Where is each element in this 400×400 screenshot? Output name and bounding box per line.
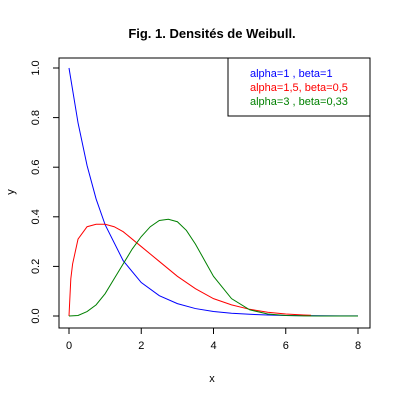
y-tick-label: 0.2 (30, 259, 42, 274)
legend-entry-1: alpha=1 , beta=1 (250, 68, 333, 80)
y-tick-label: 0.8 (30, 110, 42, 125)
chart-title: Fig. 1. Densités de Weibull. (128, 26, 295, 41)
y-tick-label: 0.6 (30, 160, 42, 175)
y-tick-label: 1.0 (30, 60, 42, 75)
x-tick-label: 4 (210, 340, 216, 352)
x-tick-label: 8 (355, 340, 361, 352)
x-tick-label: 0 (66, 340, 72, 352)
x-tick-label: 6 (283, 340, 289, 352)
legend: alpha=1 , beta=1 alpha=1,5, beta=0,5 alpha… (227, 57, 371, 117)
x-axis-label: x (209, 373, 215, 385)
y-tick-label: 0.4 (30, 209, 42, 224)
y-axis-label: y (5, 189, 17, 195)
legend-entry-3: alpha=3 , beta=0,33 (250, 96, 348, 108)
plot-layer: 0 2 4 6 8 0.0 0.2 0.4 0.6 0.8 1.0 (30, 57, 371, 352)
legend-box (227, 57, 371, 117)
series-line-2 (68, 223, 312, 317)
y-tick-label: 0.0 (30, 308, 42, 323)
series-line-3 (68, 218, 359, 317)
x-tick-label: 2 (138, 340, 144, 352)
legend-entry-2: alpha=1,5, beta=0,5 (250, 82, 348, 94)
